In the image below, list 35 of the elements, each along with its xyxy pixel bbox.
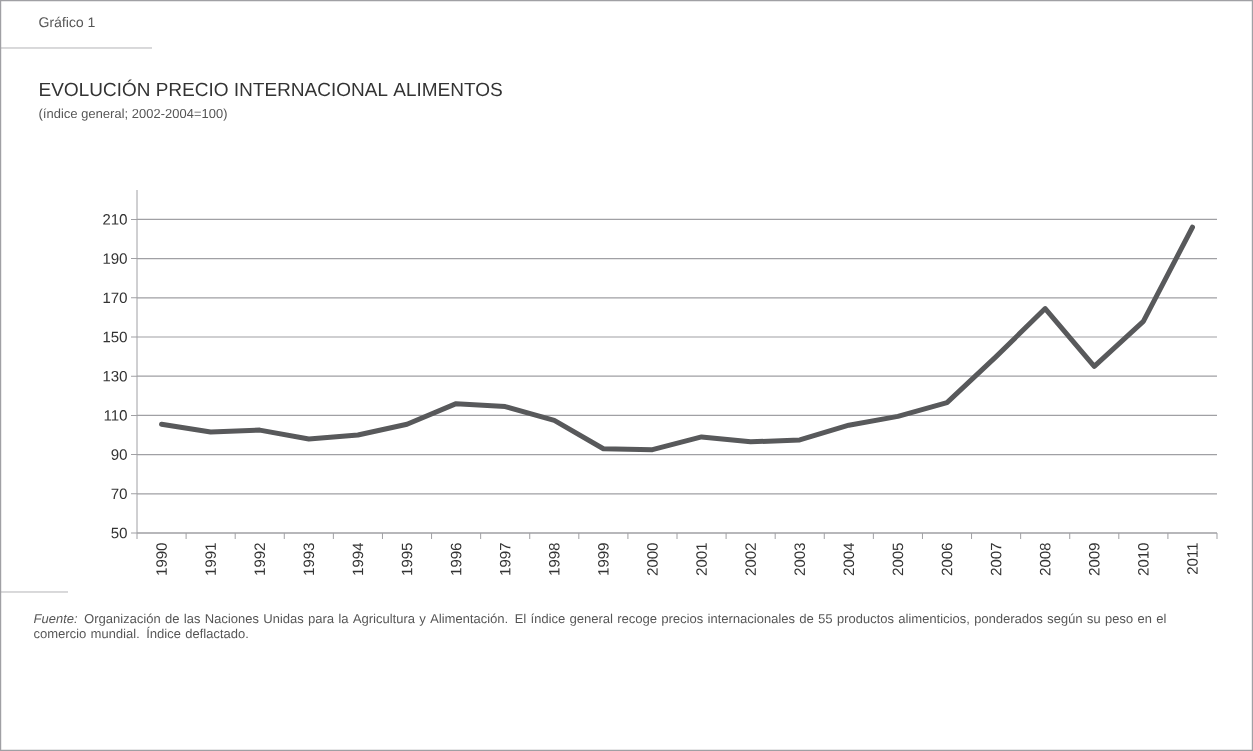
text: Gráfico 1 xyxy=(39,16,95,28)
x-tick-label: 1998 xyxy=(548,543,560,575)
x-tick-label: 2004 xyxy=(843,542,855,576)
x-tick-label: 2007 xyxy=(990,543,1002,576)
x-tick-label: 1996 xyxy=(450,543,462,575)
x-tick-label: 1990 xyxy=(156,543,167,575)
chart-title: EVOLUCIÓN PRECIO INTERNACIONAL ALIMENTOS xyxy=(40,79,502,97)
text: Fuente: Organización de las Naciones Unidas para la Agricultura y Alimentación. El índice general recoge precios internacionales de 55 productos alimenticios, ponderados según su peso en el comercio mundial. Índice deflactado. xyxy=(33,613,1166,639)
y-tick-label: 150 xyxy=(103,331,127,343)
y-tick-label: 50 xyxy=(111,527,127,539)
x-tick-label: 1992 xyxy=(254,543,266,575)
x-tick-label: 1993 xyxy=(303,543,315,575)
y-tick-label: 110 xyxy=(104,410,127,421)
y-tick-label: 170 xyxy=(103,292,127,304)
x-tick-label: 2005 xyxy=(892,543,904,576)
x-tick-label: 2009 xyxy=(1088,543,1100,576)
x-tick-label: 1991 xyxy=(205,543,216,575)
x-tick-label: 2001 xyxy=(696,543,707,576)
x-tick-label: 1997 xyxy=(499,543,511,575)
x-tick-label: 1994 xyxy=(352,542,364,575)
x-tick-label: 2011 xyxy=(1187,543,1198,575)
y-tick-label: 210 xyxy=(103,214,127,225)
x-tick-label: 2000 xyxy=(647,543,658,576)
chart-subtitle: (índice general; 2002-2004=100) xyxy=(39,108,227,121)
x-tick-label: 2006 xyxy=(941,543,953,576)
y-tick-label: 190 xyxy=(103,253,127,264)
x-tick-label: 2003 xyxy=(794,543,806,576)
x-tick-label: 2002 xyxy=(745,543,756,576)
y-tick-label: 90 xyxy=(111,449,127,460)
x-tick-label: 2008 xyxy=(1039,543,1051,576)
y-tick-label: 130 xyxy=(103,370,127,382)
x-tick-label: 1995 xyxy=(401,543,413,575)
x-tick-label: 1999 xyxy=(598,543,609,575)
x-tick-label: 2010 xyxy=(1138,543,1149,576)
y-tick-label: 70 xyxy=(111,488,127,500)
